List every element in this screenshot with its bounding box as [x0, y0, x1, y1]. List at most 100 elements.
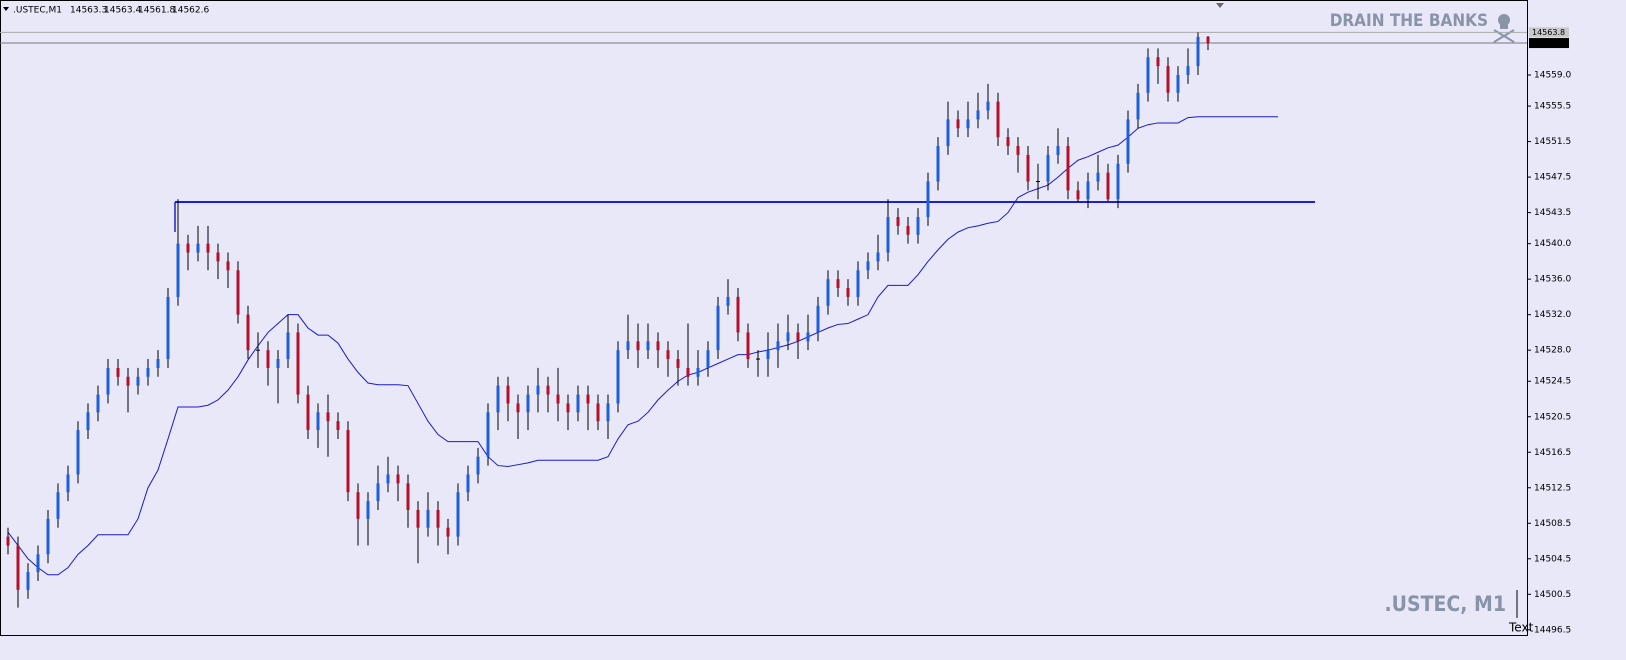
- candle-body: [106, 367, 110, 395]
- candle-body: [1076, 190, 1080, 200]
- candle-body: [1086, 181, 1090, 200]
- candle-body: [996, 101, 1000, 138]
- candle-body: [536, 385, 540, 395]
- candle-body: [146, 367, 150, 377]
- candle-body: [1196, 36, 1200, 67]
- candle-body: [836, 279, 840, 289]
- candle-body: [986, 101, 990, 111]
- candle-body: [346, 430, 350, 493]
- plot-frame: [0, 0, 1528, 636]
- price-label: 14562.6: [1532, 39, 1565, 48]
- y-tick-label: 14504.5: [1534, 554, 1571, 564]
- indicator-line: [7, 116, 1278, 576]
- candle-body: [276, 359, 280, 368]
- y-tick-label: 14516.5: [1534, 448, 1571, 458]
- candle-body: [396, 474, 400, 484]
- symbol-label: .USTEC,M1: [13, 6, 62, 16]
- candle-body: [716, 305, 720, 351]
- y-tick-label: 14559.0: [1534, 71, 1571, 81]
- y-tick-label: 14547.5: [1534, 173, 1571, 183]
- candle-body: [1136, 92, 1140, 120]
- candle-body: [366, 501, 370, 519]
- candle-body: [166, 296, 170, 360]
- y-tick-label: 14540.0: [1534, 239, 1571, 249]
- candle-body: [456, 492, 460, 537]
- watermark-top: DRAIN THE BANKS: [1330, 11, 1488, 31]
- watermark-bottom: .USTEC, M1: [1385, 592, 1507, 616]
- candle-body: [516, 403, 520, 413]
- candle-body: [16, 545, 20, 590]
- candle-body: [1006, 137, 1010, 147]
- candle-body: [1106, 172, 1110, 200]
- candle-body: [886, 217, 890, 253]
- candle-body: [846, 288, 850, 297]
- candle-body: [436, 509, 440, 528]
- candle-body: [496, 385, 500, 413]
- candle-body: [616, 350, 620, 404]
- candle-body: [246, 314, 250, 351]
- candle-body: [386, 474, 390, 484]
- candle-body: [1166, 66, 1170, 93]
- candle-body: [786, 332, 790, 342]
- candle-body: [906, 225, 910, 235]
- candle-body: [486, 412, 490, 457]
- candle-body: [6, 536, 10, 546]
- candle-body: [726, 296, 730, 306]
- candle-body: [336, 421, 340, 431]
- candle-body: [1056, 146, 1060, 155]
- candle-body: [766, 350, 770, 360]
- y-tick-label: 14500.5: [1534, 590, 1571, 600]
- candle-body: [936, 146, 940, 182]
- candle-body: [326, 412, 330, 422]
- candle-body: [406, 483, 410, 510]
- y-tick-label: 14551.5: [1534, 137, 1571, 147]
- candle-body: [626, 341, 630, 351]
- candle-body: [606, 403, 610, 422]
- y-tick-label: 14524.5: [1534, 377, 1571, 387]
- candle-body: [926, 181, 930, 218]
- candle-body: [1066, 146, 1070, 191]
- candle-body: [596, 403, 600, 422]
- candle-body: [646, 341, 650, 351]
- candle-body: [1116, 163, 1120, 200]
- menu-arrow[interactable]: [3, 7, 9, 11]
- candle-body: [66, 474, 70, 493]
- candle-body: [566, 403, 570, 413]
- price-label-box: [1529, 38, 1569, 49]
- candle-body: [96, 394, 100, 413]
- candle-body: [26, 572, 30, 590]
- candle-body: [676, 359, 680, 368]
- candle-body: [916, 217, 920, 235]
- candle-body: [206, 243, 210, 253]
- candle-body: [966, 119, 970, 129]
- candle-body: [216, 252, 220, 262]
- candle-body: [126, 376, 130, 386]
- candle-body: [896, 217, 900, 226]
- corner-text: Text: [1508, 621, 1534, 635]
- candle-body: [1186, 66, 1190, 76]
- shift-marker: [1216, 3, 1224, 8]
- candle-body: [286, 332, 290, 360]
- candle-body: [176, 243, 180, 297]
- candle-body: [946, 119, 950, 147]
- candle-body: [226, 261, 230, 271]
- candle-body: [806, 332, 810, 342]
- candle-body: [136, 376, 140, 386]
- candle-body: [746, 332, 750, 360]
- header-open: 14563.3: [70, 6, 107, 16]
- y-tick-label: 14543.5: [1534, 208, 1571, 218]
- candle-body: [476, 456, 480, 475]
- candle-body: [86, 412, 90, 431]
- candle-body: [1126, 119, 1130, 164]
- candle-body: [1096, 172, 1100, 182]
- y-tick-label: 14512.5: [1534, 483, 1571, 493]
- y-tick-label: 14508.5: [1534, 519, 1571, 529]
- candle-body: [586, 394, 590, 404]
- candle-body: [466, 474, 470, 493]
- candle-body: [36, 554, 40, 573]
- candle-body: [116, 367, 120, 377]
- candle-body: [866, 261, 870, 271]
- candle-body: [266, 350, 270, 368]
- candle-body: [736, 296, 740, 333]
- candle-body: [1206, 36, 1210, 44]
